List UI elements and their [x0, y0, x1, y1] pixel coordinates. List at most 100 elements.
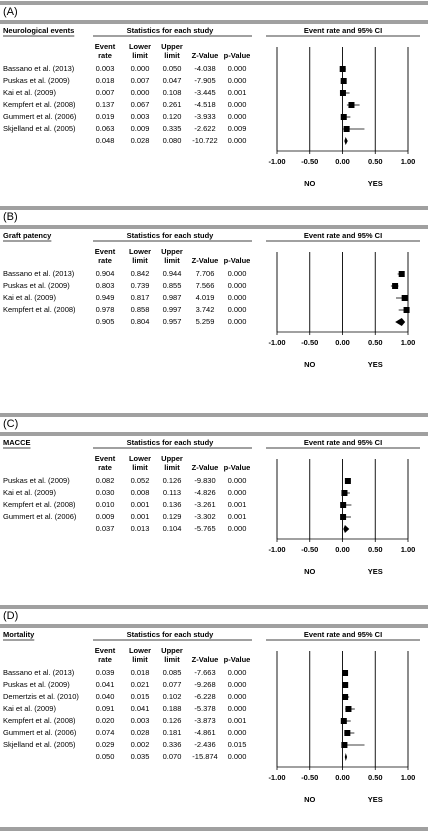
- table-cell: 0.842: [131, 269, 150, 278]
- table-cell: -15.874: [192, 752, 217, 761]
- summary-diamond: [344, 753, 348, 761]
- direction-label: NO: [304, 179, 315, 188]
- point-estimate: [403, 307, 410, 313]
- direction-label: NO: [304, 360, 315, 369]
- table-cell: -3.933: [194, 112, 215, 121]
- study-name: Kempfert et al. (2008): [3, 500, 76, 509]
- table-cell: 0.009: [228, 124, 247, 133]
- table-cell: 0.978: [96, 305, 115, 314]
- table-cell: 0.018: [96, 76, 115, 85]
- table-cell: 0.052: [131, 476, 150, 485]
- table-cell: 0.000: [228, 112, 247, 121]
- table-cell: 0.113: [163, 488, 181, 497]
- study-name: Puskas et al. (2009): [3, 76, 70, 85]
- table-cell: 0.028: [131, 728, 150, 737]
- table-cell: 0.001: [131, 500, 150, 509]
- table-cell: 0.001: [228, 716, 247, 725]
- point-estimate: [340, 502, 347, 508]
- table-cell: -4.518: [194, 100, 215, 109]
- table-cell: 0.261: [163, 100, 182, 109]
- table-cell: 0.944: [163, 269, 182, 278]
- table-cell: 0.108: [163, 88, 182, 97]
- table-cell: 0.126: [163, 716, 182, 725]
- table-cell: 0.137: [96, 100, 115, 109]
- study-name: Gummert et al. (2006): [3, 112, 77, 121]
- summary-diamond: [344, 137, 348, 145]
- point-estimate: [343, 126, 350, 132]
- table-cell: 0.000: [228, 317, 247, 326]
- study-name: Puskas et al. (2009): [3, 281, 70, 290]
- table-cell: 0.000: [228, 76, 247, 85]
- table-cell: 0.905: [96, 317, 115, 326]
- table-cell: 0.020: [96, 716, 115, 725]
- x-tick-label: -1.00: [268, 773, 285, 782]
- study-name: Kai et al. (2009): [3, 488, 56, 497]
- table-cell: 0.126: [163, 476, 182, 485]
- direction-label: YES: [368, 360, 383, 369]
- table-cell: -2.622: [194, 124, 215, 133]
- x-tick-label: 0.50: [368, 338, 383, 347]
- x-tick-label: -1.00: [268, 545, 285, 554]
- table-cell: 0.000: [228, 305, 247, 314]
- point-estimate: [341, 490, 348, 496]
- column-header: Lower limit: [129, 247, 151, 265]
- point-estimate: [340, 514, 347, 520]
- column-header: Lower limit: [129, 42, 151, 60]
- table-cell: 0.000: [228, 488, 247, 497]
- table-cell: 0.188: [163, 704, 182, 713]
- table-cell: -7.663: [194, 668, 215, 677]
- study-name: Bassano et al. (2013): [3, 64, 75, 73]
- table-cell: -3.261: [194, 500, 215, 509]
- table-cell: 0.181: [163, 728, 182, 737]
- table-cell: 0.000: [228, 100, 247, 109]
- table-cell: 0.070: [163, 752, 182, 761]
- panel-title: Neurological events: [3, 26, 74, 35]
- table-cell: 0.000: [228, 64, 247, 73]
- table-cell: 0.021: [131, 680, 150, 689]
- table-cell: 0.000: [228, 281, 247, 290]
- table-cell: 0.001: [228, 88, 247, 97]
- column-header: Upper limit: [161, 646, 183, 664]
- column-header: Lower limit: [129, 646, 151, 664]
- table-cell: 0.003: [96, 64, 115, 73]
- table-cell: 0.000: [131, 88, 150, 97]
- column-header: Event rate: [95, 454, 116, 472]
- table-cell: 0.858: [131, 305, 150, 314]
- table-cell: 0.803: [96, 281, 115, 290]
- summary-diamond: [395, 318, 406, 326]
- point-estimate: [339, 90, 346, 96]
- table-cell: 0.003: [131, 716, 150, 725]
- table-cell: 0.067: [131, 100, 150, 109]
- point-estimate: [401, 295, 408, 301]
- direction-label: YES: [368, 795, 383, 804]
- table-cell: -3.445: [194, 88, 215, 97]
- table-cell: 0.039: [96, 668, 115, 677]
- table-cell: 0.080: [163, 136, 182, 145]
- x-tick-label: 0.50: [368, 545, 383, 554]
- x-tick-label: -0.50: [301, 773, 318, 782]
- table-cell: 0.077: [163, 680, 182, 689]
- study-name: Gummert et al. (2006): [3, 512, 77, 521]
- column-header: Lower limit: [129, 454, 151, 472]
- table-cell: 0.000: [228, 752, 247, 761]
- point-estimate: [340, 114, 347, 120]
- table-cell: 0.085: [163, 668, 182, 677]
- study-name: Demertzis et al. (2010): [3, 692, 79, 701]
- column-header: Upper limit: [161, 247, 183, 265]
- table-cell: -3.873: [194, 716, 215, 725]
- panel-label: (B): [3, 211, 18, 223]
- table-cell: -4.861: [194, 728, 215, 737]
- table-cell: 0.018: [131, 668, 150, 677]
- point-estimate: [341, 742, 348, 748]
- table-cell: 0.009: [96, 512, 115, 521]
- column-header: p-Value: [224, 256, 251, 265]
- table-cell: 0.000: [228, 269, 247, 278]
- direction-label: YES: [368, 179, 383, 188]
- table-cell: 0.000: [228, 293, 247, 302]
- plot-header: Event rate and 95% CI: [304, 231, 382, 240]
- table-cell: 0.048: [96, 136, 115, 145]
- table-cell: 0.082: [96, 476, 115, 485]
- x-tick-label: 0.00: [335, 157, 350, 166]
- table-cell: 0.009: [131, 124, 150, 133]
